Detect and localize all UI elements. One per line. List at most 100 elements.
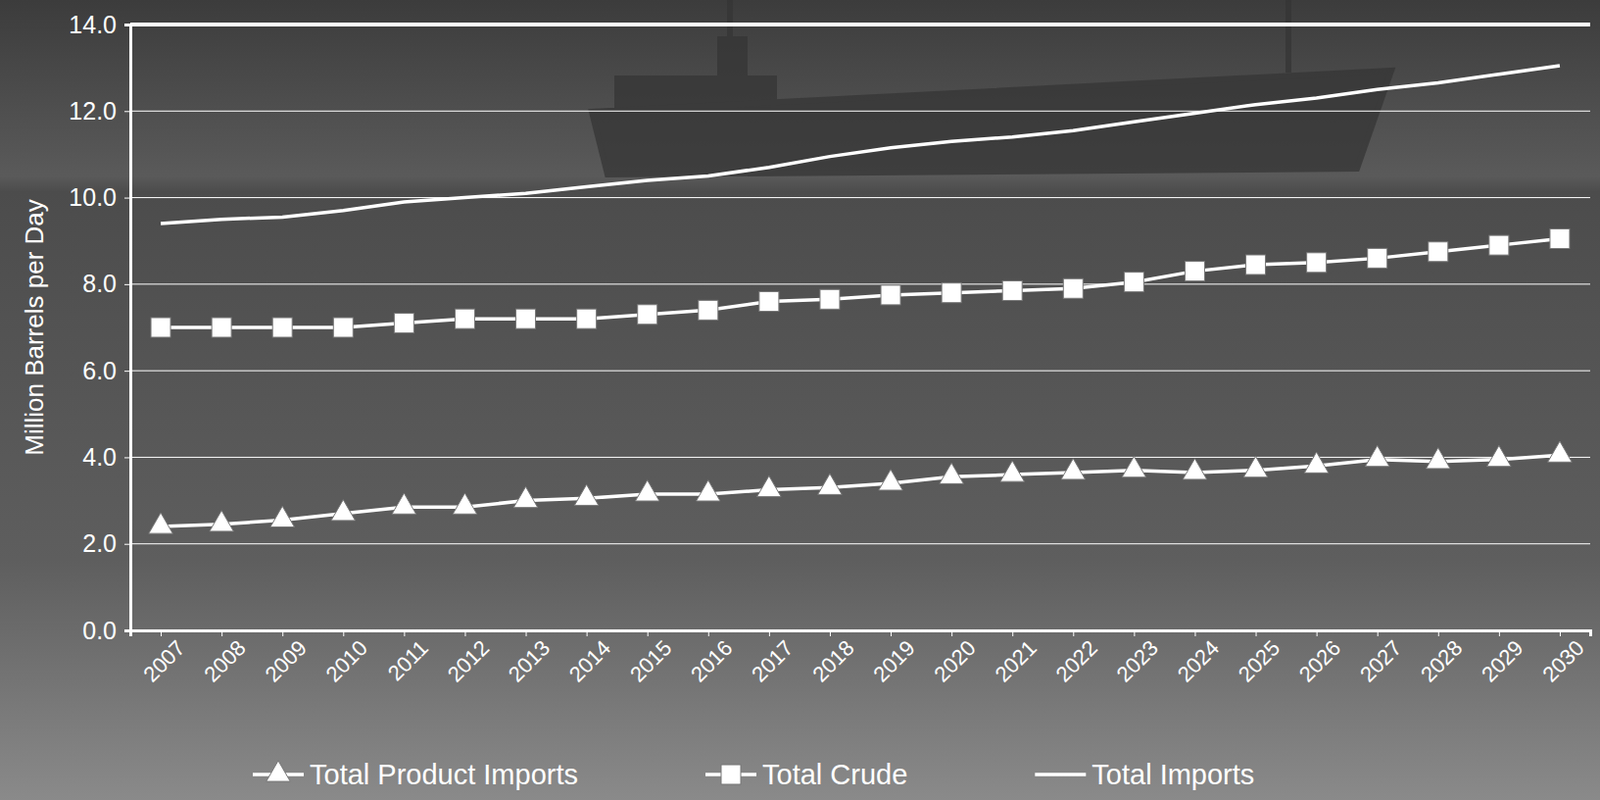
x-tick: 2027 [1355,630,1407,687]
series-marker [331,499,356,521]
x-tick: 2029 [1476,630,1528,687]
marker-shape [1548,440,1573,462]
series-marker [1243,456,1268,478]
series-marker [1307,252,1327,273]
x-tick-mark [1133,630,1135,636]
series-marker [574,484,599,505]
y-tick: 12.0 [68,96,131,125]
x-tick-mark [647,630,649,636]
x-tick: 2020 [928,630,980,687]
legend-label: Total Crude [762,758,908,790]
x-tick-label: 2020 [928,634,980,686]
series-marker [452,492,478,514]
series-marker [454,308,475,329]
series-marker [1364,444,1390,466]
x-tick: 2008 [198,630,250,687]
marker-shape [1182,458,1208,480]
marker-shape [878,469,904,490]
marker-shape [1002,280,1022,300]
series-marker [878,469,904,490]
x-tick-label: 2026 [1294,634,1346,686]
marker-shape [209,510,235,532]
grid [130,24,1591,631]
legend-marker-shape [721,764,741,784]
x-tick-label: 2022 [1051,634,1103,686]
x-tick-label: 2012 [442,634,494,686]
y-tick-label: 12.0 [68,96,117,125]
series-marker [696,480,722,501]
y-tick: 2.0 [82,529,131,557]
x-tick-label: 2023 [1112,634,1164,686]
legend-line [1034,772,1086,776]
series-marker [272,317,292,338]
marker-shape [272,317,292,338]
x-tick-label: 2027 [1355,634,1407,686]
x-tick: 2028 [1415,630,1467,687]
x-tick-mark [342,630,344,636]
x-tick-label: 2011 [383,634,434,685]
y-tick-mark [124,543,131,545]
marker-shape [880,285,901,305]
y-tick-mark [124,197,131,199]
x-tick: 2022 [1051,630,1103,687]
y-tick: 8.0 [82,269,131,297]
grid-line [130,283,1591,285]
x-tick-mark [464,630,466,636]
marker-shape [1121,456,1147,478]
marker-shape [1000,460,1025,482]
x-tick-mark [1438,630,1440,636]
series-marker [211,317,232,338]
marker-shape [818,473,843,494]
marker-shape [211,317,232,338]
x-tick-label: 2010 [321,634,373,686]
legend-label: Total Product Imports [309,758,579,790]
series-marker [333,317,353,338]
marker-shape [150,317,171,338]
x-tick-mark [526,630,528,636]
series-marker [820,289,840,309]
marker-shape [148,512,174,534]
series-marker [757,475,782,496]
marker-shape [1489,235,1509,255]
y-tick-label: 6.0 [82,356,117,385]
chart: 0.02.04.06.08.010.012.014.02007200820092… [0,0,1600,800]
y-tick: 10.0 [68,183,131,211]
legend-marker-shape [266,760,291,781]
x-tick-label: 2009 [260,634,312,686]
x-tick-mark [951,630,953,636]
grid-line [130,22,1591,27]
x-tick-label: 2014 [564,634,616,686]
series-marker [391,492,417,514]
y-tick: 6.0 [82,356,131,385]
marker-shape [577,308,597,329]
y-tick-label: 4.0 [82,442,117,471]
background [0,0,1600,800]
marker-shape [1123,272,1144,292]
legend-marker [721,764,741,784]
series-marker [939,462,965,484]
legend-item: Total Crude [705,758,908,790]
y-tick-label: 10.0 [68,183,117,211]
grid-line [130,370,1591,372]
series-marker [1304,451,1329,473]
x-tick: 2026 [1294,630,1346,687]
x-tick: 2025 [1233,630,1285,687]
x-tick-mark [1012,630,1014,636]
series-marker [1184,261,1205,282]
series-marker [1489,235,1509,255]
marker-shape [1246,254,1266,275]
y-tick-mark [124,110,131,112]
x-tick-label: 2015 [625,634,677,686]
plot: 0.02.04.06.08.010.012.014.02007200820092… [68,10,1591,687]
y-tick-mark [124,370,131,372]
x-tick-mark [1194,630,1196,636]
x-tick: 2017 [746,630,798,687]
marker-shape [757,475,782,496]
x-tick-mark [829,630,831,636]
marker-shape [634,480,660,501]
x-tick-label: 2016 [685,634,737,686]
y-tick-label: 14.0 [68,10,117,39]
y-axis-line [124,25,132,631]
legend-item: Total Imports [1034,758,1255,790]
series-marker [577,308,597,329]
